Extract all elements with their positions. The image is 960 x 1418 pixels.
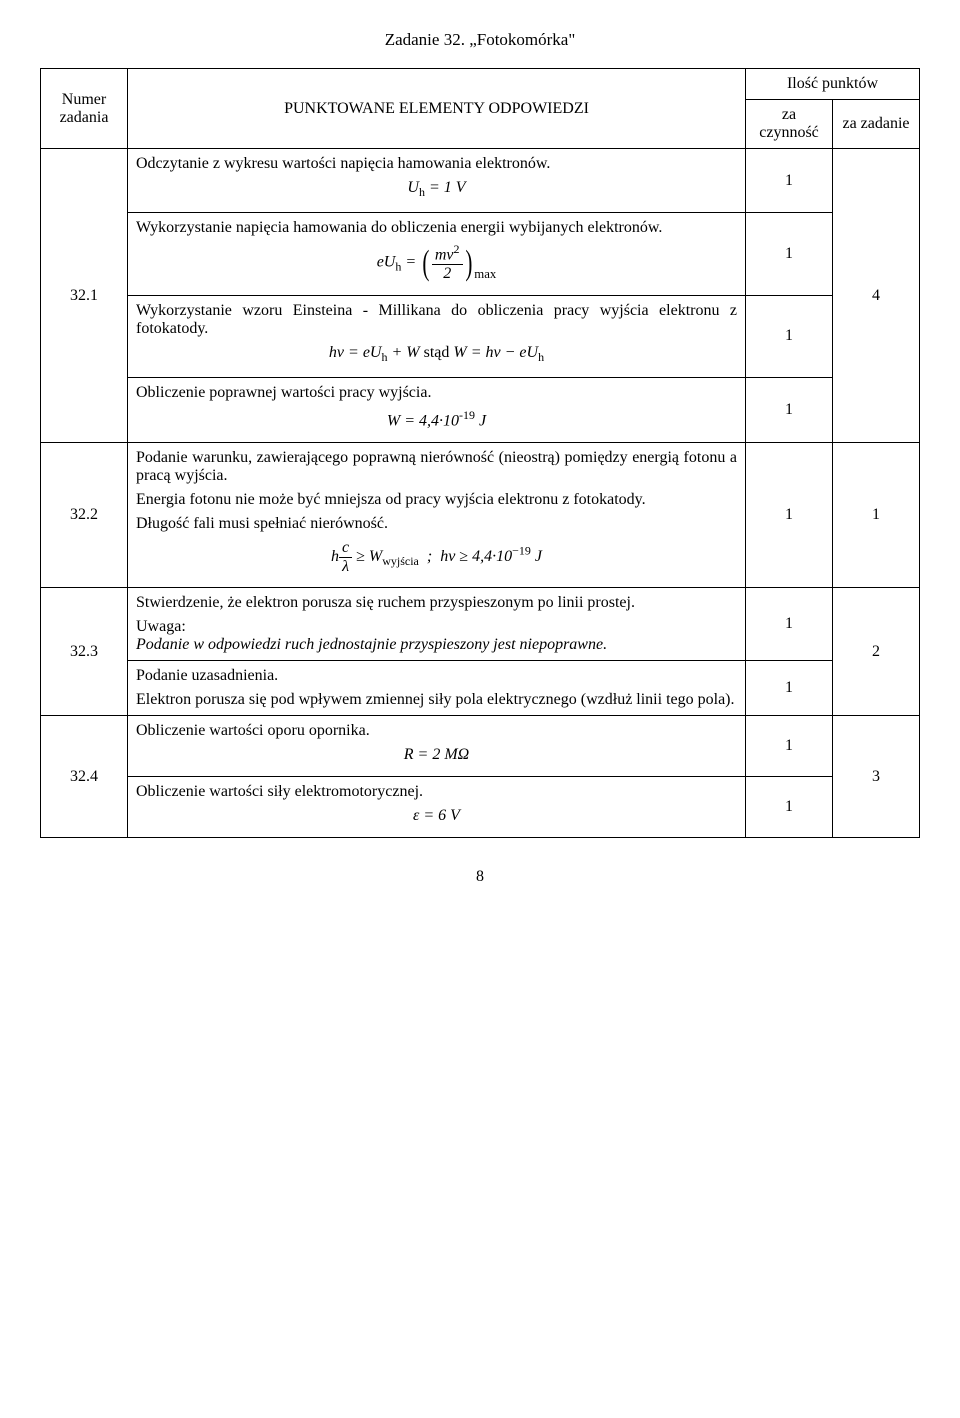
text-322-3: Długość fali musi spełniać nierówność. <box>136 515 737 533</box>
text-321a: Odczytanie z wykresu wartości napięcia h… <box>136 155 550 172</box>
formula-w: W = 4,4·10-19 J <box>136 408 737 430</box>
cell-321c: Wykorzystanie wzoru Einsteina - Millikan… <box>128 295 746 377</box>
cell-321b: Wykorzystanie napięcia hamowania do obli… <box>128 213 746 296</box>
text-322-1: Podanie warunku, zawierającego poprawną … <box>136 449 737 485</box>
text-323b-1: Podanie uzasadnienia. <box>136 667 737 685</box>
text-323b-2: Elektron porusza się pod wpływem zmienne… <box>136 691 737 709</box>
total-321: 4 <box>833 149 920 443</box>
text-324b: Obliczenie wartości siły elektromotorycz… <box>136 783 423 800</box>
total-322: 1 <box>833 443 920 588</box>
pts-321b: 1 <box>746 213 833 296</box>
cell-323a: Stwierdzenie, że elektron porusza się ru… <box>128 588 746 661</box>
header-za-czynnosc: za czynność <box>746 100 833 149</box>
text-322-2: Energia fotonu nie może być mniejsza od … <box>136 491 737 509</box>
header-elementy: PUNKTOWANE ELEMENTY ODPOWIEDZI <box>128 69 746 149</box>
row-num-324: 32.4 <box>41 716 128 838</box>
row-num-322: 32.2 <box>41 443 128 588</box>
formula-einstein: hν = eUh + W stąd W = hν − eUh <box>136 344 737 365</box>
formula-emf: ε = 6 V <box>136 807 737 825</box>
pts-323a: 1 <box>746 588 833 661</box>
pts-324a: 1 <box>746 716 833 777</box>
cell-321a: Odczytanie z wykresu wartości napięcia h… <box>128 149 746 213</box>
row-num-323: 32.3 <box>41 588 128 716</box>
text-323a-2: Podanie w odpowiedzi ruch jednostajnie p… <box>136 636 737 654</box>
formula-r: R = 2 MΩ <box>136 746 737 764</box>
row-num-321: 32.1 <box>41 149 128 443</box>
header-za-zadanie: za zadanie <box>833 100 920 149</box>
pts-321c: 1 <box>746 295 833 377</box>
pts-321d: 1 <box>746 377 833 442</box>
formula-uh: Uh = 1 V <box>136 179 737 200</box>
header-numer: Numer zadania <box>41 69 128 149</box>
pts-321a: 1 <box>746 149 833 213</box>
formula-euh: eUh = (mv22)max <box>136 243 737 283</box>
text-321b: Wykorzystanie napięcia hamowania do obli… <box>136 219 662 236</box>
pts-323b: 1 <box>746 661 833 716</box>
text-323-uwaga: Uwaga: <box>136 618 737 636</box>
total-324: 3 <box>833 716 920 838</box>
cell-322: Podanie warunku, zawierającego poprawną … <box>128 443 746 588</box>
text-321c: Wykorzystanie wzoru Einsteina - Millikan… <box>136 302 737 337</box>
pts-324b: 1 <box>746 777 833 838</box>
cell-323b: Podanie uzasadnienia. Elektron porusza s… <box>128 661 746 716</box>
cell-321d: Obliczenie poprawnej wartości pracy wyjś… <box>128 377 746 442</box>
page-number: 8 <box>40 868 920 886</box>
text-324a: Obliczenie wartości oporu opornika. <box>136 722 370 739</box>
total-323: 2 <box>833 588 920 716</box>
cell-324b: Obliczenie wartości siły elektromotorycz… <box>128 777 746 838</box>
header-ilosc: Ilość punktów <box>746 69 920 100</box>
scoring-table: Numer zadania PUNKTOWANE ELEMENTY ODPOWI… <box>40 68 920 838</box>
task-title: Zadanie 32. „Fotokomórka" <box>40 30 920 50</box>
text-321d: Obliczenie poprawnej wartości pracy wyjś… <box>136 384 431 401</box>
cell-324a: Obliczenie wartości oporu opornika. R = … <box>128 716 746 777</box>
text-323a-1: Stwierdzenie, że elektron porusza się ru… <box>136 594 737 612</box>
formula-ineq: hcλ ≥ Wwyjścia ; hν ≥ 4,4·10−19 J <box>136 539 737 575</box>
pts-322: 1 <box>746 443 833 588</box>
